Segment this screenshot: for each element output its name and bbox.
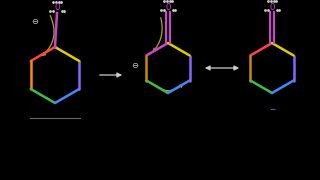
FancyArrowPatch shape [153, 84, 182, 91]
Text: −: − [269, 105, 275, 114]
Text: O: O [269, 3, 275, 12]
Text: ⊖: ⊖ [31, 17, 38, 26]
FancyArrowPatch shape [153, 18, 162, 51]
Text: O: O [165, 3, 171, 12]
Text: O: O [54, 3, 60, 12]
FancyArrowPatch shape [43, 15, 54, 55]
Text: ⊖: ⊖ [132, 60, 139, 69]
